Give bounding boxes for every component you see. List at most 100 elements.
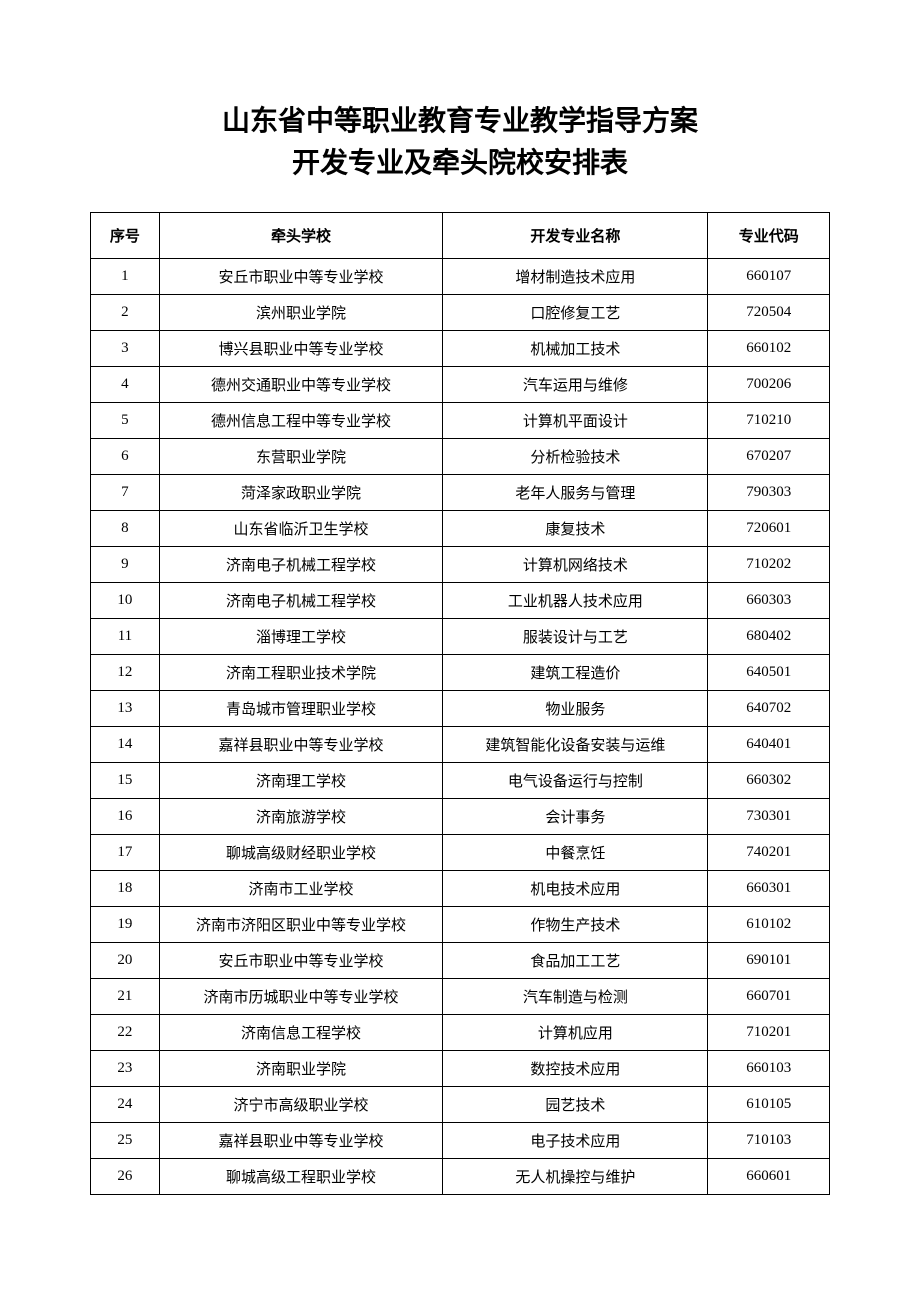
cell-code: 660102 — [708, 331, 830, 367]
cell-school: 济南工程职业技术学院 — [159, 655, 442, 691]
cell-code: 710202 — [708, 547, 830, 583]
table-row: 26聊城高级工程职业学校无人机操控与维护660601 — [91, 1159, 830, 1195]
table-header: 序号 牵头学校 开发专业名称 专业代码 — [91, 213, 830, 259]
cell-seq: 2 — [91, 295, 160, 331]
table-row: 13青岛城市管理职业学校物业服务640702 — [91, 691, 830, 727]
cell-seq: 13 — [91, 691, 160, 727]
cell-code: 640401 — [708, 727, 830, 763]
cell-major: 无人机操控与维护 — [443, 1159, 708, 1195]
cell-major: 园艺技术 — [443, 1087, 708, 1123]
cell-code: 720601 — [708, 511, 830, 547]
cell-school: 安丘市职业中等专业学校 — [159, 259, 442, 295]
cell-code: 640501 — [708, 655, 830, 691]
cell-major: 老年人服务与管理 — [443, 475, 708, 511]
table-row: 11淄博理工学校服装设计与工艺680402 — [91, 619, 830, 655]
cell-major: 食品加工工艺 — [443, 943, 708, 979]
arrangement-table: 序号 牵头学校 开发专业名称 专业代码 1安丘市职业中等专业学校增材制造技术应用… — [90, 212, 830, 1195]
cell-seq: 25 — [91, 1123, 160, 1159]
cell-school: 德州交通职业中等专业学校 — [159, 367, 442, 403]
header-seq: 序号 — [91, 213, 160, 259]
cell-school: 济南电子机械工程学校 — [159, 547, 442, 583]
cell-major: 电气设备运行与控制 — [443, 763, 708, 799]
table-row: 4德州交通职业中等专业学校汽车运用与维修700206 — [91, 367, 830, 403]
cell-seq: 24 — [91, 1087, 160, 1123]
cell-code: 700206 — [708, 367, 830, 403]
cell-seq: 22 — [91, 1015, 160, 1051]
cell-code: 710201 — [708, 1015, 830, 1051]
table-row: 6东营职业学院分析检验技术670207 — [91, 439, 830, 475]
header-code: 专业代码 — [708, 213, 830, 259]
table-row: 14嘉祥县职业中等专业学校建筑智能化设备安装与运维640401 — [91, 727, 830, 763]
cell-school: 滨州职业学院 — [159, 295, 442, 331]
cell-school: 青岛城市管理职业学校 — [159, 691, 442, 727]
cell-seq: 23 — [91, 1051, 160, 1087]
cell-seq: 9 — [91, 547, 160, 583]
cell-school: 嘉祥县职业中等专业学校 — [159, 1123, 442, 1159]
table-row: 7菏泽家政职业学院老年人服务与管理790303 — [91, 475, 830, 511]
table-header-row: 序号 牵头学校 开发专业名称 专业代码 — [91, 213, 830, 259]
cell-school: 山东省临沂卫生学校 — [159, 511, 442, 547]
cell-major: 计算机网络技术 — [443, 547, 708, 583]
cell-major: 服装设计与工艺 — [443, 619, 708, 655]
cell-major: 分析检验技术 — [443, 439, 708, 475]
cell-code: 720504 — [708, 295, 830, 331]
table-row: 17聊城高级财经职业学校中餐烹饪740201 — [91, 835, 830, 871]
cell-seq: 7 — [91, 475, 160, 511]
cell-code: 680402 — [708, 619, 830, 655]
document-title-line-1: 山东省中等职业教育专业教学指导方案 — [90, 100, 830, 142]
cell-seq: 10 — [91, 583, 160, 619]
cell-major: 汽车运用与维修 — [443, 367, 708, 403]
cell-code: 610102 — [708, 907, 830, 943]
cell-school: 济南电子机械工程学校 — [159, 583, 442, 619]
cell-seq: 5 — [91, 403, 160, 439]
table-row: 1安丘市职业中等专业学校增材制造技术应用660107 — [91, 259, 830, 295]
table-row: 22济南信息工程学校计算机应用710201 — [91, 1015, 830, 1051]
table-row: 21济南市历城职业中等专业学校汽车制造与检测660701 — [91, 979, 830, 1015]
cell-seq: 8 — [91, 511, 160, 547]
cell-school: 东营职业学院 — [159, 439, 442, 475]
cell-code: 690101 — [708, 943, 830, 979]
cell-code: 660301 — [708, 871, 830, 907]
table-row: 9济南电子机械工程学校计算机网络技术710202 — [91, 547, 830, 583]
table-row: 3博兴县职业中等专业学校机械加工技术660102 — [91, 331, 830, 367]
cell-major: 电子技术应用 — [443, 1123, 708, 1159]
cell-major: 工业机器人技术应用 — [443, 583, 708, 619]
cell-code: 660302 — [708, 763, 830, 799]
cell-seq: 26 — [91, 1159, 160, 1195]
cell-school: 聊城高级财经职业学校 — [159, 835, 442, 871]
cell-major: 中餐烹饪 — [443, 835, 708, 871]
cell-code: 660107 — [708, 259, 830, 295]
cell-school: 嘉祥县职业中等专业学校 — [159, 727, 442, 763]
cell-seq: 4 — [91, 367, 160, 403]
cell-seq: 3 — [91, 331, 160, 367]
cell-code: 710210 — [708, 403, 830, 439]
cell-major: 计算机应用 — [443, 1015, 708, 1051]
cell-school: 菏泽家政职业学院 — [159, 475, 442, 511]
cell-seq: 6 — [91, 439, 160, 475]
cell-code: 790303 — [708, 475, 830, 511]
cell-code: 660103 — [708, 1051, 830, 1087]
cell-school: 济南理工学校 — [159, 763, 442, 799]
table-row: 8山东省临沂卫生学校康复技术720601 — [91, 511, 830, 547]
cell-major: 建筑智能化设备安装与运维 — [443, 727, 708, 763]
cell-major: 数控技术应用 — [443, 1051, 708, 1087]
document-title-block: 山东省中等职业教育专业教学指导方案 开发专业及牵头院校安排表 — [90, 100, 830, 184]
table-row: 2滨州职业学院口腔修复工艺720504 — [91, 295, 830, 331]
cell-major: 会计事务 — [443, 799, 708, 835]
cell-major: 物业服务 — [443, 691, 708, 727]
table-row: 25嘉祥县职业中等专业学校电子技术应用710103 — [91, 1123, 830, 1159]
cell-major: 作物生产技术 — [443, 907, 708, 943]
cell-code: 640702 — [708, 691, 830, 727]
table-row: 19济南市济阳区职业中等专业学校作物生产技术610102 — [91, 907, 830, 943]
cell-major: 增材制造技术应用 — [443, 259, 708, 295]
cell-school: 淄博理工学校 — [159, 619, 442, 655]
cell-seq: 16 — [91, 799, 160, 835]
cell-school: 聊城高级工程职业学校 — [159, 1159, 442, 1195]
cell-code: 660303 — [708, 583, 830, 619]
cell-code: 730301 — [708, 799, 830, 835]
header-major: 开发专业名称 — [443, 213, 708, 259]
cell-school: 德州信息工程中等专业学校 — [159, 403, 442, 439]
cell-major: 机械加工技术 — [443, 331, 708, 367]
table-row: 24济宁市高级职业学校园艺技术610105 — [91, 1087, 830, 1123]
cell-seq: 18 — [91, 871, 160, 907]
